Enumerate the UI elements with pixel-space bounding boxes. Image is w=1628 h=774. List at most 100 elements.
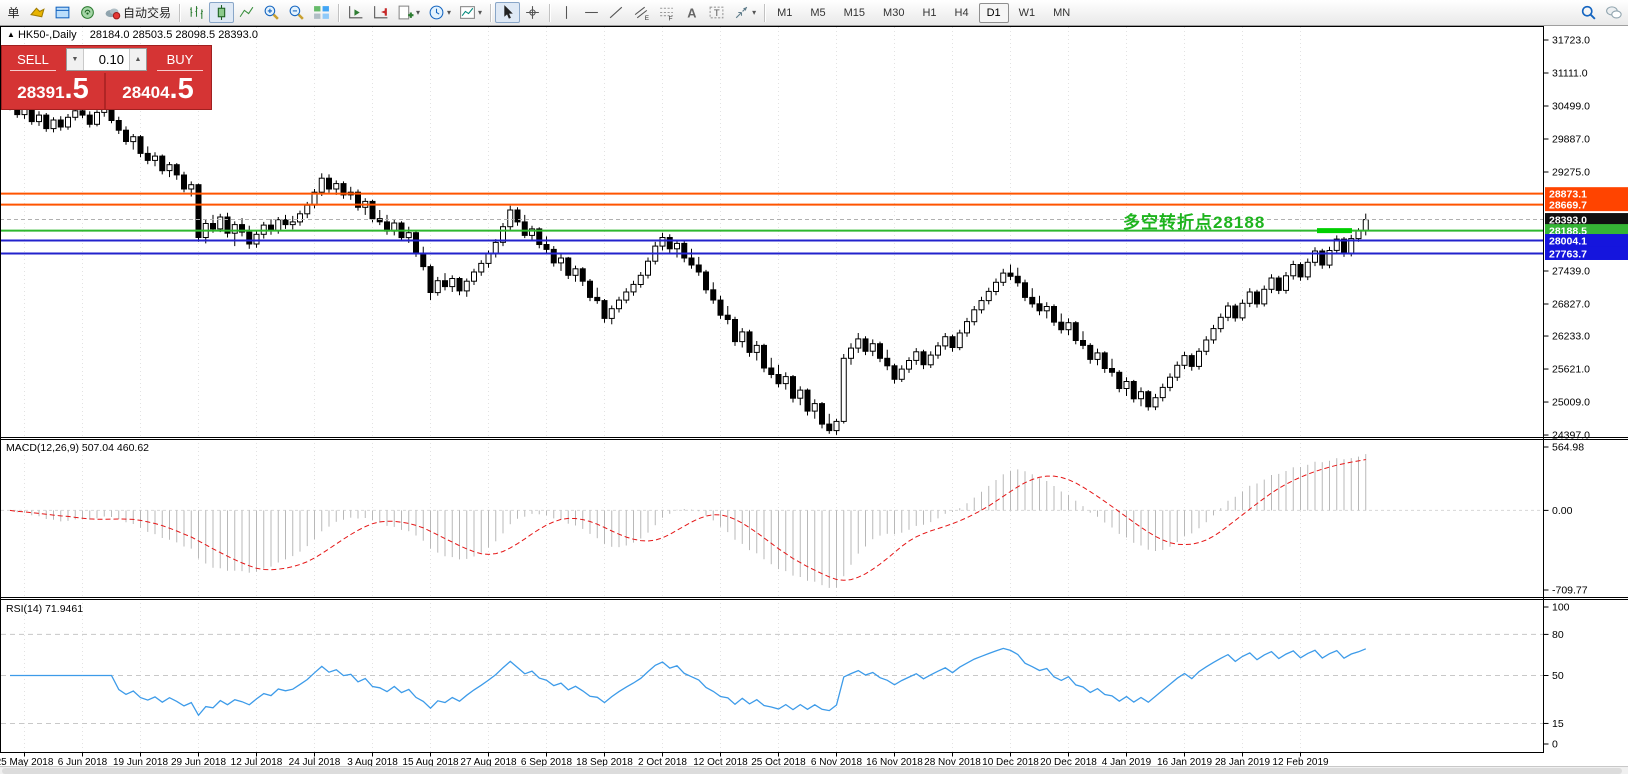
chart-frame	[0, 26, 1544, 753]
candle-body	[413, 232, 419, 255]
price-tag-box	[1545, 187, 1628, 201]
sell-price[interactable]: 28391.5	[2, 73, 106, 109]
data-window-button[interactable]	[50, 2, 75, 23]
text-label-icon: T	[709, 6, 724, 19]
svg-text:F: F	[669, 15, 673, 21]
candle-body	[840, 357, 847, 422]
candle-body	[1319, 250, 1326, 266]
volume-up-button[interactable]: ▲	[129, 49, 146, 70]
chat-button[interactable]	[1601, 2, 1626, 23]
bar-chart-button[interactable]	[184, 2, 209, 23]
line-chart-button[interactable]	[234, 2, 259, 23]
volume-input[interactable]: 0.10	[98, 52, 124, 67]
market-watch-button[interactable]	[25, 2, 50, 23]
tile-windows-button[interactable]	[309, 2, 334, 23]
horizontal-scrollbar[interactable]	[2, 768, 1622, 774]
line-chart-icon	[239, 6, 254, 18]
candle-body	[1275, 277, 1282, 291]
search-button[interactable]	[1576, 2, 1601, 23]
candle-body	[1087, 344, 1094, 360]
timeframe-button-m1[interactable]: M1	[777, 6, 793, 19]
candle-body	[1152, 397, 1159, 408]
profiles-button[interactable]: ▾	[424, 2, 455, 23]
candle-body	[572, 268, 579, 276]
candle-body	[565, 257, 572, 276]
candle-body	[985, 290, 992, 302]
zoom-out-button[interactable]	[284, 2, 309, 23]
candle-body	[811, 403, 818, 412]
signals-button[interactable]	[75, 2, 100, 23]
candlestick-chart-button[interactable]	[209, 2, 235, 23]
arrows-button[interactable]: ▾	[729, 2, 760, 23]
equidistant-channel-button[interactable]: E	[629, 2, 654, 23]
chart-plot-area[interactable]: 25 May 2018 6 Jun 2018 19 Jun 2018 29 Jun 2…	[0, 26, 1628, 766]
candle-body	[681, 242, 688, 259]
price-tag-box	[1545, 213, 1628, 227]
chart-window[interactable]: 25 May 2018 6 Jun 2018 19 Jun 2018 29 Jun 2…	[0, 26, 1628, 766]
candle-body	[36, 114, 42, 123]
auto-scroll-button[interactable]	[343, 2, 368, 23]
macd-axis-label: 564.98	[1552, 442, 1584, 454]
price-tag-box	[1545, 198, 1628, 212]
price-axis-label: 31723.0	[1552, 35, 1590, 47]
timeframe-button-d1[interactable]: D1	[978, 2, 1009, 23]
chevron-down-icon: ▾	[752, 7, 757, 17]
toolbar: 单 自动交易 ▾ ▾ ▾ E F A T ▾ M1 M5 M15 M30 H1 H4 D1 W…	[0, 0, 1628, 26]
candle-body	[1268, 277, 1275, 290]
candle-body	[666, 237, 673, 250]
candle-body	[326, 177, 332, 190]
macd-signal-line	[9, 459, 1366, 581]
candle-body	[1029, 296, 1036, 305]
text-label-button[interactable]: T	[704, 2, 729, 23]
candle-body	[471, 271, 477, 282]
timeframe-button-mn[interactable]: MN	[1053, 6, 1071, 19]
crosshair-button[interactable]	[520, 2, 545, 23]
timeframe-button-m30[interactable]: M30	[883, 6, 905, 19]
gold-banner-icon	[30, 7, 45, 18]
timeframe-button-m5[interactable]: M5	[810, 6, 826, 19]
candle-body	[231, 224, 238, 234]
cursor-button[interactable]	[495, 2, 521, 23]
candle-body	[355, 191, 361, 208]
trend-line-button[interactable]	[604, 2, 629, 23]
sell-button[interactable]: SELL	[2, 46, 64, 73]
indicators-button[interactable]: ▾	[455, 2, 486, 23]
symbol-period-label: HK50-,Daily	[17, 29, 77, 41]
text-button[interactable]: A	[679, 2, 704, 23]
horizontal-line-button[interactable]	[579, 2, 604, 23]
candle-body	[1123, 381, 1130, 389]
candle-body	[130, 136, 137, 143]
timeframe-button-w1[interactable]: W1	[1018, 6, 1036, 19]
timeframe-button-m15[interactable]: M15	[843, 6, 866, 19]
candle-body	[224, 216, 231, 234]
candle-body	[1014, 275, 1021, 284]
date-axis-label: 20 Dec 2018	[1040, 757, 1097, 766]
zoom-in-button[interactable]	[259, 2, 284, 23]
autotrading-button[interactable]: 自动交易	[100, 2, 175, 23]
timeframe-button-h4[interactable]: H4	[954, 6, 969, 19]
candle-body	[601, 300, 608, 319]
chart-shift-button[interactable]	[368, 2, 393, 23]
candle-body	[645, 260, 651, 276]
date-axis-label: 12 Jul 2018	[231, 757, 283, 766]
candle-body	[1051, 306, 1057, 323]
timeframe-button-h1[interactable]: H1	[922, 6, 937, 19]
candle-body	[688, 257, 695, 266]
candle-body	[906, 360, 912, 370]
candle-body	[420, 253, 427, 268]
candle-body	[978, 300, 985, 311]
candle-body	[630, 283, 637, 293]
buy-price[interactable]: 28404.5	[106, 73, 210, 109]
volume-down-button[interactable]: ▼	[67, 49, 84, 70]
new-chart-button[interactable]: ▾	[393, 2, 424, 23]
candle-body	[57, 119, 64, 128]
buy-button[interactable]: BUY	[149, 46, 211, 73]
new-order-partial-button[interactable]: 单	[7, 6, 20, 20]
date-axis-label: 29 Jun 2018	[171, 757, 226, 766]
date-axis-label: 18 Sep 2018	[576, 757, 633, 766]
zoom-out-icon	[289, 5, 304, 20]
price-axis-label: 27439.0	[1552, 265, 1590, 277]
fibonacci-button[interactable]: F	[654, 2, 679, 23]
vertical-line-button[interactable]	[554, 2, 579, 23]
candle-body	[507, 209, 514, 228]
